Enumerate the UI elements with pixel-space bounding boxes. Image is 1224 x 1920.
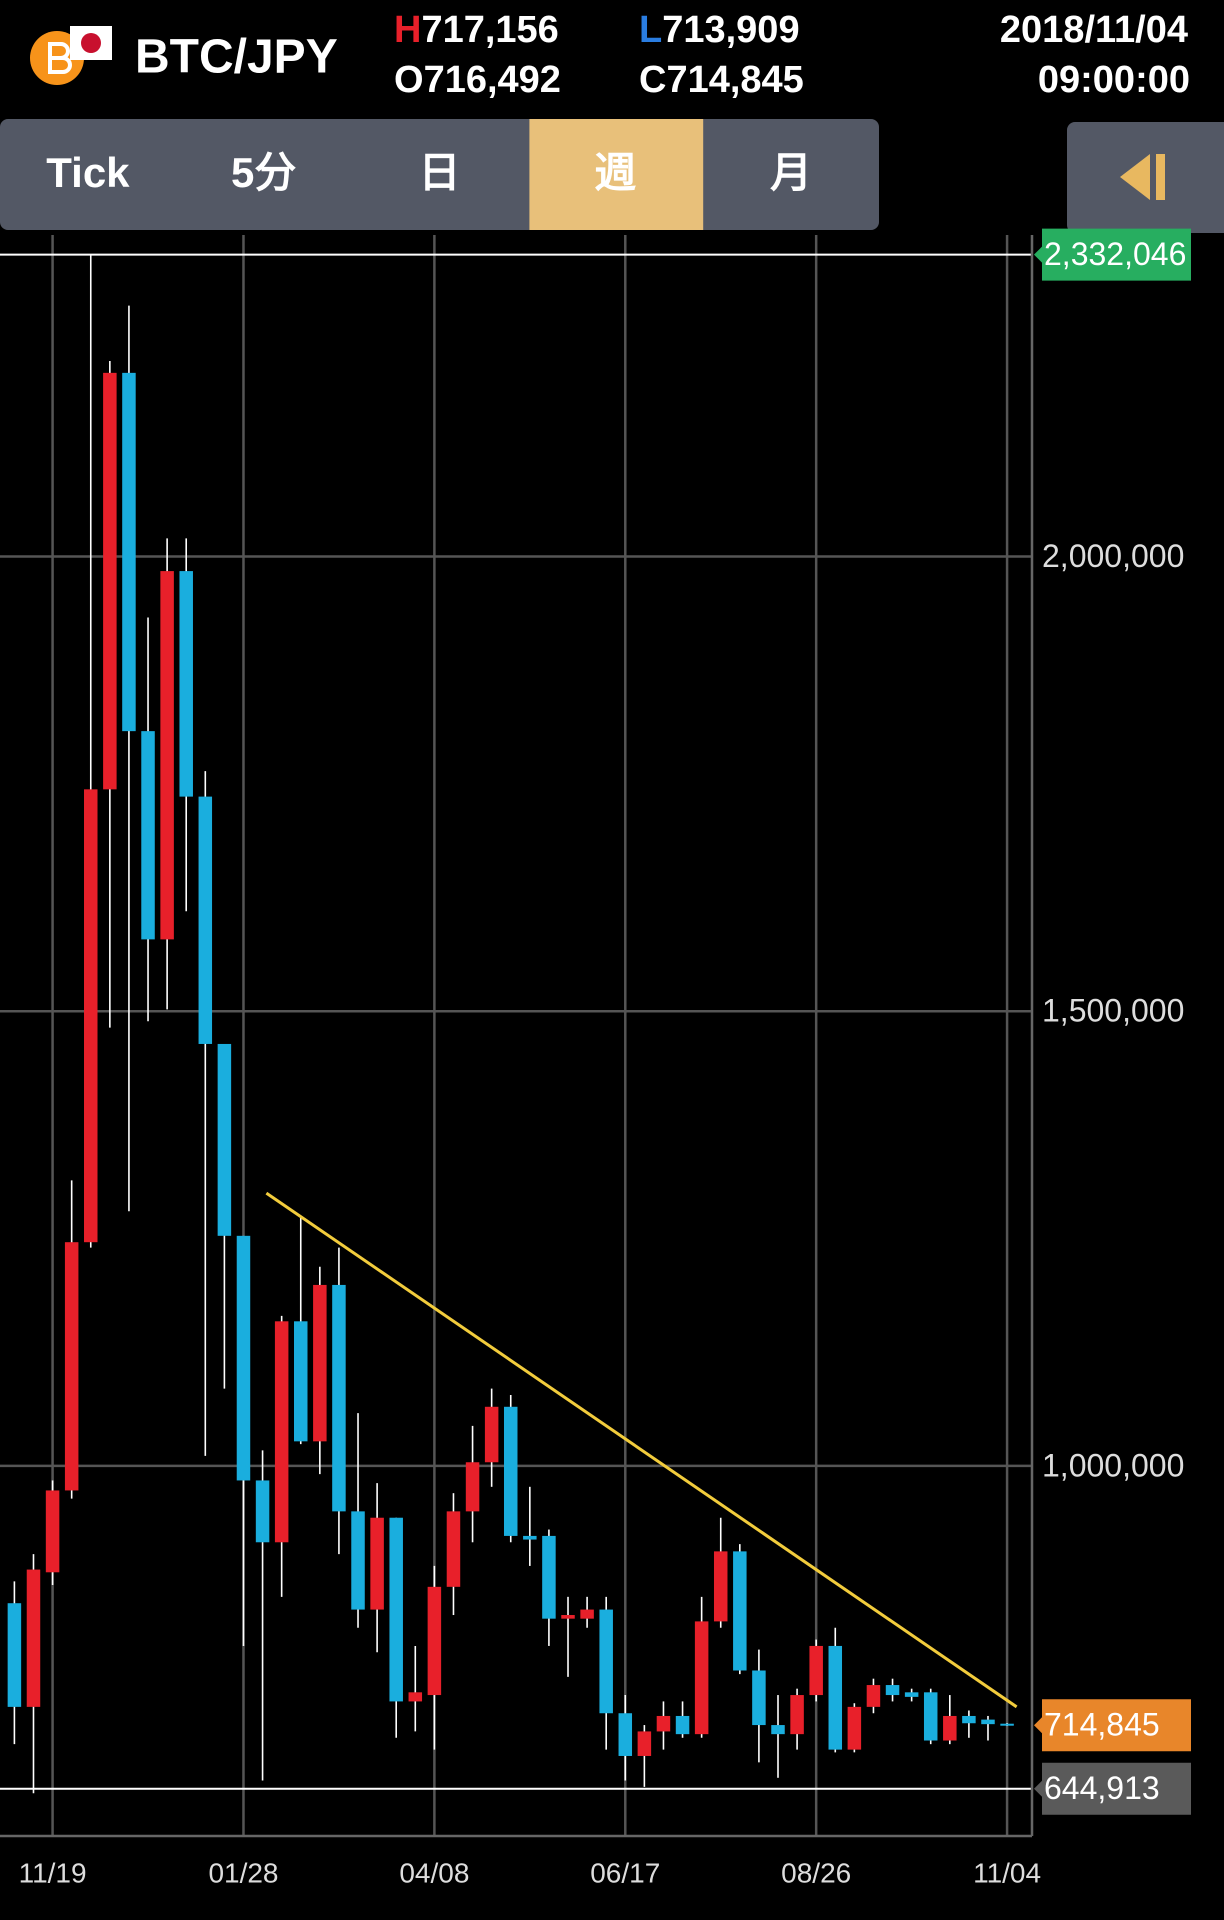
y-tick-label: 2,000,000 (1042, 538, 1184, 574)
tab-label[interactable]: 5分 (231, 149, 296, 196)
candle-body (542, 1535, 556, 1619)
candle-body (599, 1609, 613, 1714)
candle-body (561, 1615, 575, 1619)
candle-body (923, 1692, 938, 1741)
ohlc-header: L713,909 (639, 9, 800, 51)
high-letter: H (394, 9, 421, 51)
price-marker-label: 714,845 (1044, 1707, 1160, 1743)
candle-body (313, 1284, 327, 1442)
low-value: 713,909 (662, 9, 799, 51)
candle-body (904, 1692, 919, 1697)
candle-body (274, 1321, 289, 1543)
candle-body (26, 1569, 41, 1707)
candle-body (713, 1551, 728, 1622)
candle-body (1000, 1723, 1014, 1726)
candle-body (733, 1551, 747, 1671)
candle-body (217, 1043, 232, 1236)
candle-body (866, 1685, 881, 1707)
candle-body (484, 1406, 499, 1463)
candle-body (179, 571, 193, 797)
candle-body (141, 731, 155, 940)
japan-flag (70, 26, 112, 60)
candle-body (809, 1645, 823, 1696)
candle-body (198, 796, 213, 1044)
close-letter: C (639, 59, 666, 101)
x-tick-label: 04/08 (399, 1857, 469, 1888)
candle-body (427, 1586, 442, 1696)
candle-body (828, 1645, 843, 1750)
price-marker (1034, 1762, 1191, 1815)
x-tick-label: 11/19 (19, 1857, 87, 1888)
ohlc-header: H717,156 (394, 9, 559, 51)
tab-label[interactable]: 月 (770, 149, 812, 196)
candle-body (7, 1603, 22, 1707)
ohlc-header: O716,492 (394, 59, 561, 101)
time: 09:00:00 (1038, 59, 1190, 101)
tab-label[interactable]: Tick (46, 149, 130, 196)
price-marker (1034, 228, 1191, 281)
high-value: 717,156 (421, 9, 558, 51)
x-tick-label: 06/17 (590, 1857, 660, 1888)
candle-body (694, 1621, 709, 1735)
pair-title: BTC/JPY (135, 31, 338, 84)
y-tick-label: 1,500,000 (1042, 993, 1184, 1029)
candle-body (122, 372, 136, 732)
candle-body (236, 1235, 251, 1481)
candle-body (503, 1406, 518, 1536)
axes: 1,000,000 1,500,000 2,000,000 11/19 01/28 04/… (0, 228, 1191, 1888)
candle-body (84, 789, 98, 1243)
candle-body (332, 1284, 346, 1512)
candle-body (675, 1715, 690, 1735)
open-value: 716,492 (424, 59, 561, 101)
plot-area (0, 235, 1032, 1836)
candle-body (465, 1462, 480, 1512)
candle-body (64, 1242, 79, 1491)
candle-body (160, 571, 174, 940)
candle-body (389, 1517, 403, 1702)
tab-selected[interactable] (529, 119, 704, 230)
low-letter: L (639, 9, 662, 51)
candle-body (45, 1490, 60, 1573)
candle-body (771, 1725, 785, 1735)
close-value: 714,845 (666, 59, 803, 101)
open-letter: O (394, 59, 424, 101)
candle-body (847, 1706, 862, 1750)
candle-body (943, 1715, 957, 1741)
candle-body (408, 1692, 423, 1702)
candle-body (351, 1511, 365, 1610)
candle-body (294, 1321, 308, 1442)
candle-body (103, 372, 117, 790)
candle-body (618, 1713, 633, 1756)
candle-body (790, 1695, 804, 1735)
tabs: Tick 5分 日 週 月 (46, 119, 812, 230)
x-tick-label: 11/04 (973, 1857, 1041, 1888)
candle-body (962, 1715, 976, 1724)
price-marker-label: 2,332,046 (1044, 236, 1186, 272)
price-marker-label: 644,913 (1044, 1770, 1160, 1806)
candle-body (446, 1511, 461, 1587)
tab-label[interactable]: 週 (594, 149, 636, 196)
candle-body (580, 1609, 594, 1619)
candle-body (370, 1517, 384, 1610)
date: 2018/11/04 (1000, 9, 1188, 51)
candle-body (885, 1685, 900, 1696)
candle-body (656, 1715, 671, 1732)
candle-body (981, 1719, 995, 1725)
collapse-button[interactable] (1067, 122, 1224, 233)
candle-body (523, 1535, 537, 1540)
x-tick-label: 01/28 (208, 1857, 278, 1888)
ohlc-header: C714,845 (639, 59, 804, 101)
tab-label[interactable]: 日 (418, 149, 460, 196)
x-tick-label: 08/26 (781, 1857, 851, 1888)
y-tick-label: 1,000,000 (1042, 1447, 1184, 1483)
candle-body (637, 1731, 652, 1756)
candle-body (752, 1670, 766, 1726)
trendline (265, 1191, 1018, 1709)
price-marker (1034, 1699, 1191, 1752)
candle-body (255, 1480, 270, 1543)
